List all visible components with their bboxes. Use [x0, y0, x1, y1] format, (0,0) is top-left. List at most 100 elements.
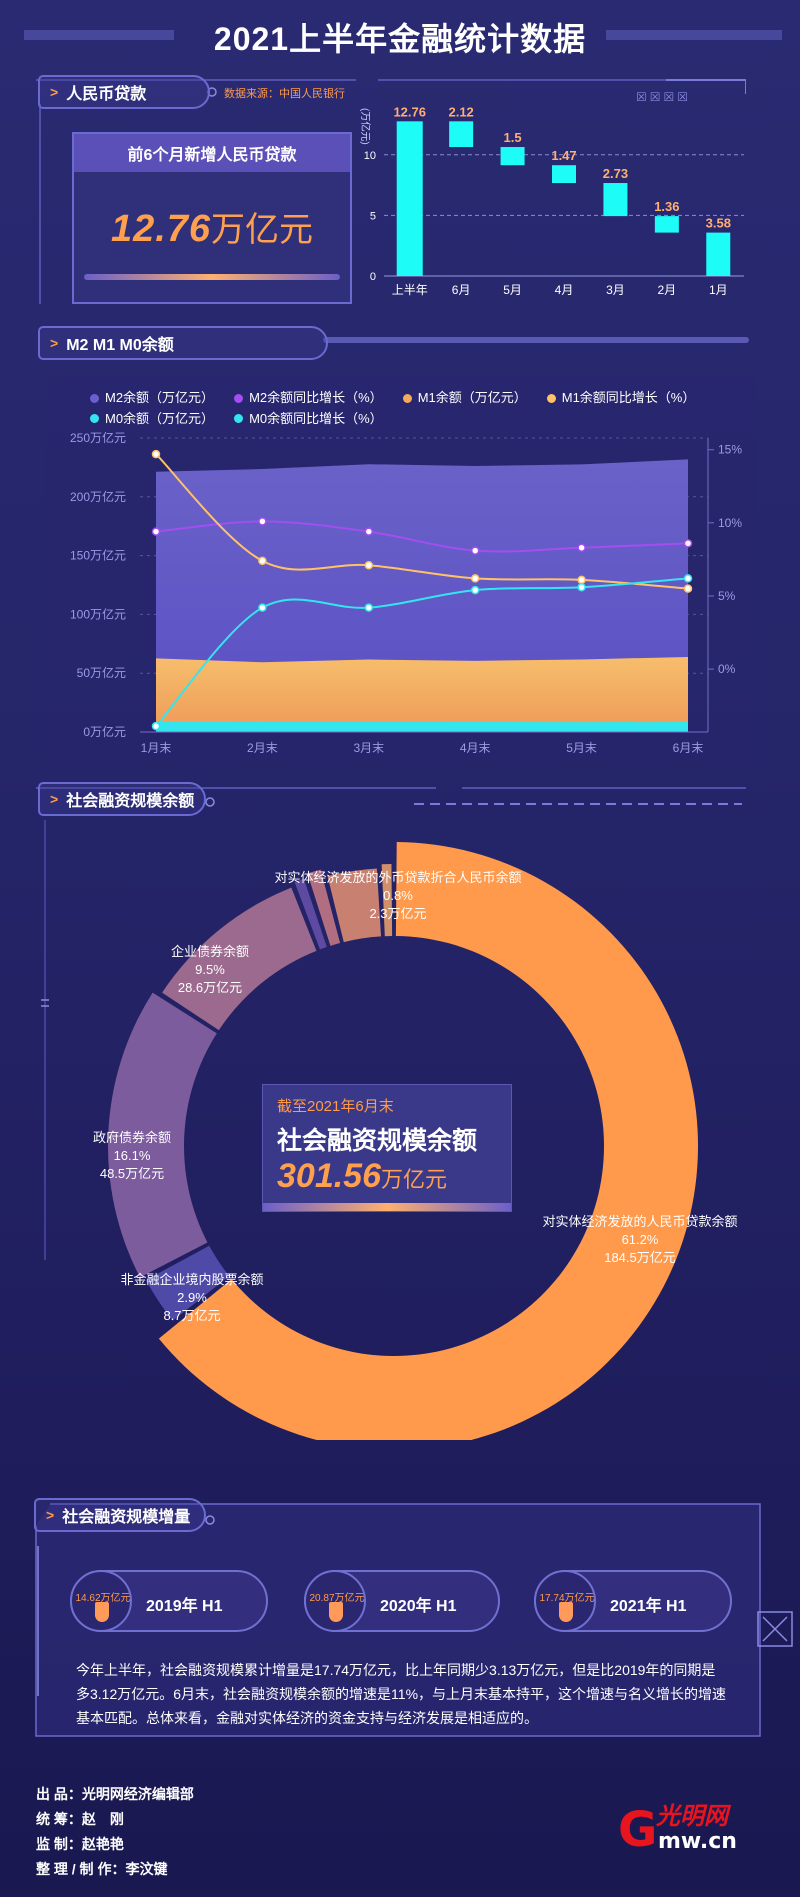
tsf-inc-2020-value: 20.87万亿元 — [309, 1593, 365, 1604]
tsf-stock-section-tab[interactable]: > 社会融资规模余额 — [38, 782, 206, 816]
growth-point — [151, 449, 161, 459]
tsf-center-unit: 万亿元 — [381, 1167, 448, 1192]
slice-value-label: 184.5万亿元 — [604, 1250, 676, 1265]
data-label: 1.47 — [551, 148, 576, 163]
growth-point — [577, 582, 586, 592]
gmw-logo: G 光明网 mw.cn — [612, 1796, 772, 1865]
slice-name-label: 对实体经济发放的人民币贷款余额 — [542, 1214, 737, 1229]
legend-item[interactable]: M2余额（万亿元） — [90, 388, 214, 408]
chevron-right-icon: > — [46, 1507, 55, 1523]
data-source: 数据来源：中国人民银行 — [224, 88, 345, 100]
m1-area — [156, 656, 688, 732]
tsf-inc-2020-label: 2020年 H1 — [380, 1598, 457, 1615]
tsf-inc-2021: 17.74万亿元 2021年 H1 — [534, 1570, 732, 1632]
growth-point — [364, 527, 374, 536]
svg-text:光明网: 光明网 — [655, 1802, 732, 1830]
slice-percent-label: 2.9% — [177, 1290, 207, 1305]
legend-item[interactable]: M0余额（万亿元） — [90, 409, 214, 429]
x-tick-label: 上半年 — [392, 283, 428, 297]
credit-key: 监 制： — [36, 1836, 82, 1852]
slice-percent-label: 16.1% — [114, 1148, 151, 1163]
loans-section-tab[interactable]: > 人民币贷款 — [38, 75, 210, 109]
new-loans-card-title: 前6个月新增人民币贷款 — [74, 134, 350, 172]
tsf-center-title: 社会融资规模余额 — [277, 1127, 478, 1155]
legend-item[interactable]: M1余额（万亿元） — [402, 388, 527, 408]
x-tick-label: 5月 — [503, 283, 522, 297]
tsf-center-box: 截至2021年6月末 社会融资规模余额 301.56万亿元 — [262, 1084, 512, 1212]
loans-section-label: 人民币贷款 — [66, 86, 147, 103]
tsf-center-value: 301.56万亿元 — [277, 1157, 447, 1196]
x-tick-label: 3月 — [606, 283, 625, 297]
m0-growth-line — [155, 577, 689, 727]
credit-value: 光明网经济编辑部 — [81, 1786, 194, 1802]
m0-area — [156, 721, 688, 732]
y-tick-label: 10 — [364, 150, 376, 162]
tsf-inc-2021-bar — [559, 1602, 573, 1622]
slice-value-label: 8.7万亿元 — [163, 1308, 220, 1323]
donut-slice — [294, 878, 327, 950]
legend-label: M1余额同比增长（%） — [561, 390, 696, 405]
legend-item[interactable]: M2余额同比增长（%） — [234, 388, 383, 408]
tsf-inc-section-tab[interactable]: > 社会融资规模增量 — [34, 1498, 206, 1532]
close-box-icon[interactable] — [756, 1610, 794, 1648]
x-tick-label: 6月 — [452, 283, 471, 297]
growth-point — [258, 603, 267, 612]
legend-swatch — [90, 414, 99, 423]
data-label: 3.58 — [706, 216, 731, 231]
donut-slice — [108, 992, 217, 1278]
x-tick-label: 5月末 — [566, 741, 597, 755]
tsf-stock-section-label: 社会融资规模余额 — [66, 793, 195, 810]
legend-swatch — [234, 393, 244, 403]
y-axis-label: (万亿元) — [359, 108, 372, 145]
y-left-tick-label: 200万亿元 — [70, 489, 126, 504]
credit-value: 李汶键 — [125, 1861, 168, 1877]
donut-slice — [145, 1245, 230, 1321]
credit-row: 整 理 / 制 作：李汶键 — [36, 1857, 194, 1882]
waterfall-bar — [603, 183, 628, 217]
x-tick-label: 2月 — [658, 283, 677, 297]
waterfall-bar — [449, 121, 474, 148]
slice-value-label: 28.6万亿元 — [178, 980, 242, 995]
legend-swatch — [402, 393, 412, 403]
tsf-inc-2019-bar — [95, 1602, 109, 1622]
waterfall-bar — [706, 232, 731, 276]
m2-growth-line — [155, 520, 689, 553]
growth-point — [470, 574, 480, 583]
slice-percent-label: 0.8% — [383, 888, 413, 903]
tsf-inc-section-label: 社会融资规模增量 — [62, 1509, 191, 1526]
slice-name-label: 企业债券余额 — [171, 944, 249, 959]
data-label: 1.5 — [504, 130, 522, 145]
legend-item[interactable]: M0余额同比增长（%） — [234, 409, 383, 429]
y-right-tick-label: 0% — [718, 662, 736, 676]
data-label: 1.36 — [654, 199, 679, 214]
legend-label: M2余额同比增长（%） — [249, 390, 383, 405]
donut-slice — [158, 842, 698, 1440]
tsf-inc-2019: 14.62万亿元 2019年 H1 — [70, 1570, 268, 1632]
credit-row: 出 品：光明网经济编辑部 — [36, 1782, 194, 1807]
data-label: 2.73 — [603, 166, 628, 181]
tsf-inc-paragraph: 今年上半年，社会融资规模累计增量是17.74万亿元，比上年同期少3.13万亿元，… — [76, 1662, 727, 1726]
credit-row: 监 制：赵艳艳 — [36, 1832, 194, 1857]
growth-point — [683, 584, 693, 593]
data-label: 2.12 — [448, 104, 473, 119]
center-glow-bar — [263, 1203, 511, 1211]
tsf-stock-frame — [36, 787, 746, 807]
page-title: 2021上半年金融统计数据 — [213, 21, 587, 57]
credit-key: 整 理 / 制 作： — [36, 1861, 126, 1877]
y-left-tick-label: 250万亿元 — [70, 430, 126, 445]
tsf-inc-2021-label: 2021年 H1 — [610, 1598, 687, 1615]
left-rail — [41, 820, 49, 1260]
gmw-logo-mark: G 光明网 mw.cn — [618, 1802, 737, 1858]
m1-growth-line — [155, 453, 689, 590]
x-tick-label: 1月末 — [141, 741, 172, 755]
legend-item[interactable]: M1余额同比增长（%） — [546, 388, 696, 408]
x-tick-label: 4月 — [555, 283, 574, 297]
legend-swatch — [546, 393, 556, 403]
tsf-inc-2021-value: 17.74万亿元 — [539, 1593, 595, 1604]
growth-point — [364, 561, 374, 570]
m-section-tab[interactable]: > M2 M1 M0余额 — [38, 326, 328, 360]
waterfall-bar — [500, 147, 525, 166]
m-section-label: M2 M1 M0余额 — [66, 337, 174, 354]
y-right-tick-label: 10% — [718, 516, 742, 530]
growth-point — [683, 574, 693, 583]
